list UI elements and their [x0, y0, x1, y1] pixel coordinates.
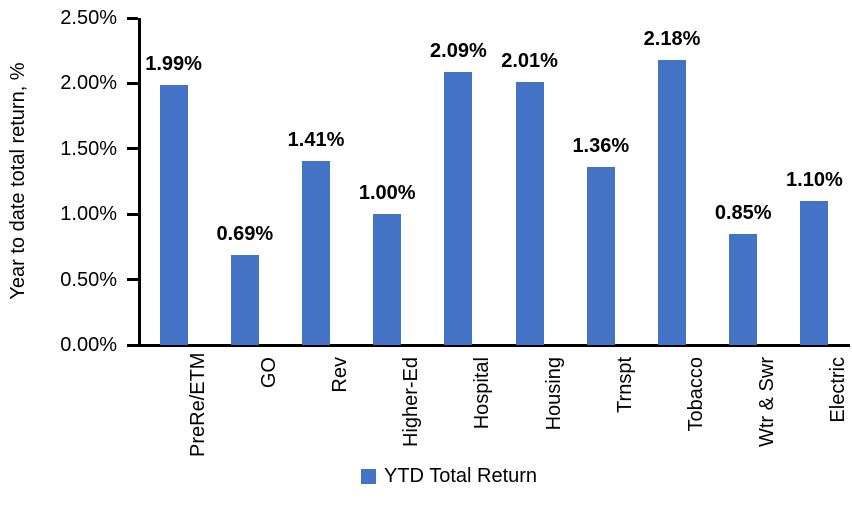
y-tick-mark [127, 147, 138, 151]
x-axis-label: Trnspt [613, 357, 636, 413]
x-axis-line [138, 344, 850, 347]
bar-value-label: 2.18% [643, 27, 701, 50]
legend-swatch-icon [361, 468, 376, 484]
x-axis-label: Housing [542, 357, 565, 431]
bar [230, 254, 259, 345]
bar-value-label: 2.09% [430, 39, 487, 62]
x-axis-label: Wtr & Swr [756, 357, 779, 447]
y-tick-label: 2.50% [60, 7, 117, 29]
legend-label: YTD Total Return [384, 465, 538, 487]
bar [373, 214, 402, 345]
bar [159, 84, 188, 345]
bar-value-label: 2.01% [501, 50, 558, 73]
y-axis-title: Year to date total return, % [7, 62, 29, 300]
bar-value-label: 0.69% [216, 222, 274, 245]
y-tick-mark [127, 278, 138, 282]
x-axis-label: Tobacco [685, 357, 707, 432]
bar [800, 201, 829, 345]
bar [658, 59, 686, 345]
y-tick-label: 0.50% [60, 268, 117, 291]
bar [515, 82, 544, 345]
bar-value-label: 1.00% [358, 182, 416, 205]
bar-value-label: 0.85% [714, 201, 772, 224]
y-axis-line [138, 18, 141, 347]
x-axis-label: Rev [329, 357, 351, 393]
bar-value-label: 1.36% [572, 135, 630, 158]
bar-value-label: 1.99% [145, 52, 202, 75]
bar-value-label: 1.41% [287, 128, 345, 151]
bar-value-label: 1.10% [786, 169, 843, 192]
y-tick-label: 0.00% [60, 334, 117, 356]
bar [444, 71, 473, 345]
x-axis-label: GO [257, 357, 280, 389]
y-tick-label: 2.00% [60, 72, 117, 95]
bar [729, 233, 758, 345]
x-axis-label: Higher-Ed [400, 357, 423, 448]
y-tick-mark [127, 343, 138, 347]
legend: YTD Total Return [361, 464, 537, 488]
y-tick-label: 1.00% [60, 203, 117, 226]
x-axis-label: Electric [827, 357, 850, 423]
bar [586, 167, 615, 345]
x-axis-label: PreRe/ETM [186, 352, 209, 457]
x-axis-label: Hospital [471, 357, 494, 430]
y-tick-mark [127, 81, 138, 85]
y-tick-mark [127, 212, 138, 216]
y-tick-mark [127, 16, 138, 20]
bar [302, 160, 330, 345]
y-tick-label: 1.50% [60, 137, 117, 160]
